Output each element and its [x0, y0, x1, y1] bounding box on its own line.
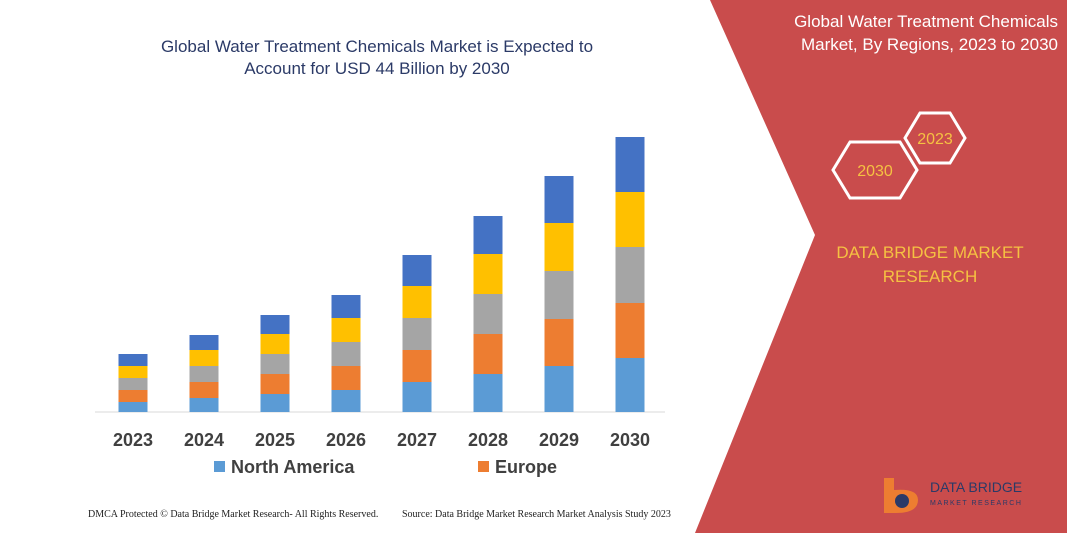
- x-tick-label: 2023: [113, 430, 153, 450]
- legend-label: Europe: [495, 457, 557, 477]
- source: Source: Data Bridge Market Research Mark…: [402, 509, 671, 520]
- bar-segment: [118, 378, 148, 390]
- x-tick-label: 2028: [468, 430, 508, 450]
- bar-segment: [402, 318, 432, 350]
- bar-segment: [473, 254, 503, 294]
- chart-title: Global Water Treatment Chemicals Market …: [160, 37, 594, 78]
- x-tick-label: 2025: [255, 430, 295, 450]
- bar-segment: [260, 334, 290, 354]
- bar-segment: [189, 366, 219, 382]
- x-tick-label: 2026: [326, 430, 366, 450]
- panel-title: Global Water Treatment Chemicals Market,…: [794, 12, 1058, 54]
- hexagon-label: 2023: [917, 131, 953, 148]
- bar-segment: [544, 223, 574, 271]
- logo-name: DATA BRIDGE: [930, 479, 1022, 495]
- logo-tagline: MARKET RESEARCH: [930, 500, 1022, 507]
- bar-segment: [615, 303, 645, 358]
- bar-segment: [260, 374, 290, 394]
- bar-segment: [118, 390, 148, 402]
- bar-segment: [189, 382, 219, 398]
- bar-segment: [189, 398, 219, 412]
- hexagon-label: 2030: [857, 163, 893, 180]
- bar-segment: [615, 247, 645, 303]
- bar-segment: [544, 319, 574, 366]
- logo-mark: [895, 494, 909, 508]
- legend-label: North America: [231, 457, 355, 477]
- bar-segment: [331, 342, 361, 366]
- x-tick-label: 2027: [397, 430, 437, 450]
- bar-segment: [544, 366, 574, 412]
- legend-swatch: [214, 461, 225, 472]
- bar-segment: [473, 374, 503, 412]
- bar-segment: [118, 354, 148, 366]
- hexagon: [831, 140, 919, 200]
- bar-segment: [331, 390, 361, 412]
- bar-segment: [260, 354, 290, 374]
- bar-segment: [260, 315, 290, 334]
- bar-segment: [473, 294, 503, 334]
- bar-segment: [189, 335, 219, 350]
- bar-segment: [402, 255, 432, 286]
- bar-segment: [473, 334, 503, 374]
- x-tick-label: 2024: [184, 430, 224, 450]
- bar-segment: [331, 295, 361, 318]
- side-panel: [695, 0, 1067, 533]
- bar-segment: [118, 402, 148, 412]
- bar-segment: [189, 350, 219, 366]
- hexagon: [903, 111, 967, 165]
- bar-segment: [615, 192, 645, 247]
- bar-segment: [544, 271, 574, 319]
- x-tick-label: 2029: [539, 430, 579, 450]
- x-tick-label: 2030: [610, 430, 650, 450]
- bar-segment: [260, 394, 290, 412]
- bar-segment: [331, 318, 361, 342]
- brand: DATA BRIDGE MARKET RESEARCH: [836, 243, 1024, 286]
- copyright: DMCA Protected © Data Bridge Market Rese…: [88, 509, 379, 520]
- logo: DATA BRIDGE MARKET RESEARCH: [884, 478, 1022, 513]
- bar-segment: [544, 176, 574, 223]
- legend-swatch: [478, 461, 489, 472]
- bar-segment: [615, 358, 645, 412]
- bar-segment: [118, 366, 148, 378]
- bar-segment: [402, 350, 432, 382]
- bar-segment: [473, 216, 503, 254]
- bar-segment: [615, 137, 645, 192]
- bar-segment: [331, 366, 361, 390]
- bar-segment: [402, 286, 432, 318]
- bar-segment: [402, 382, 432, 412]
